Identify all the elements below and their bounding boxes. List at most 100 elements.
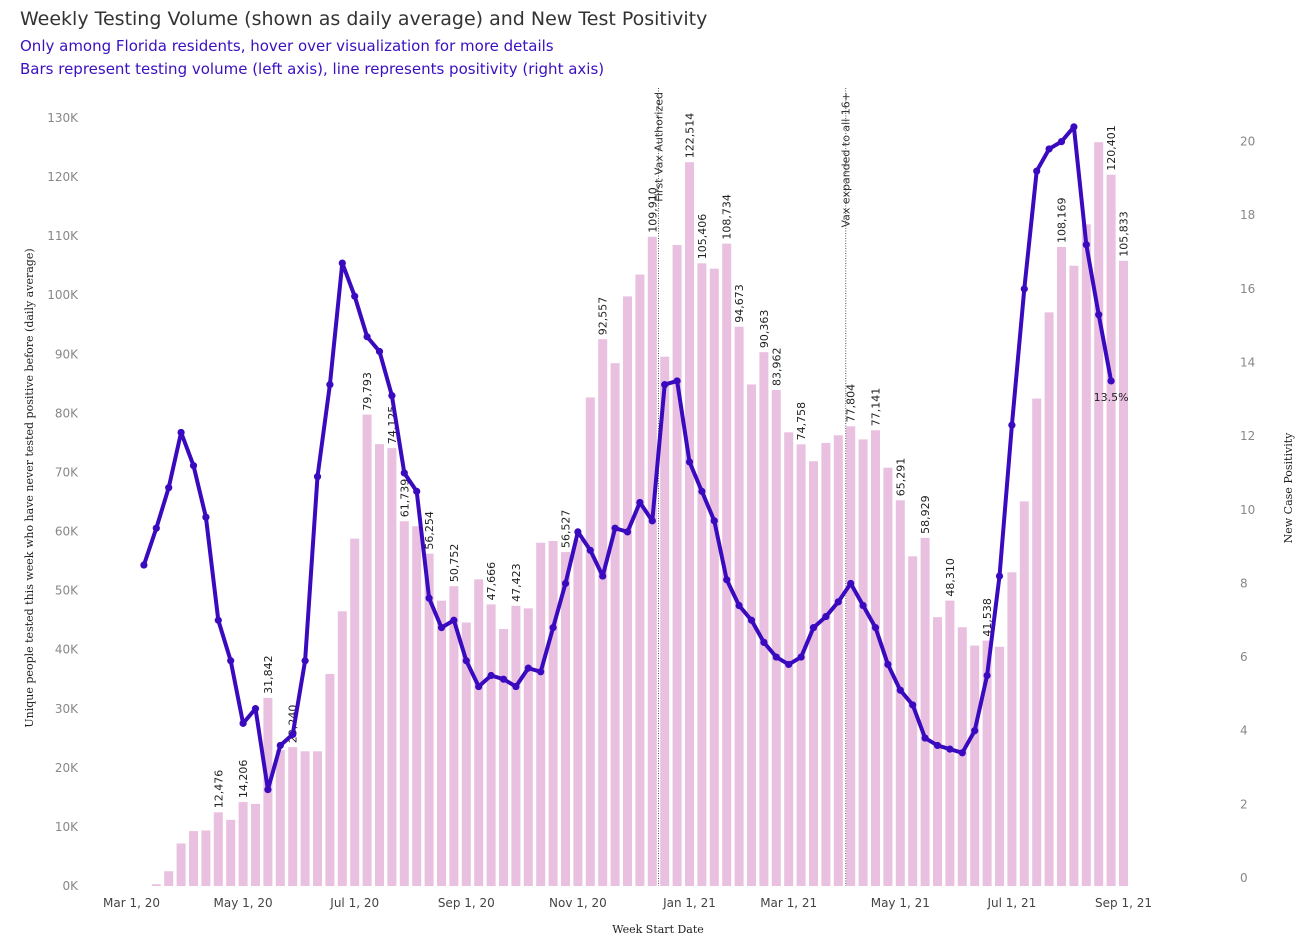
positivity-point bbox=[276, 741, 284, 750]
bar bbox=[350, 538, 360, 886]
bar bbox=[164, 871, 174, 886]
positivity-point bbox=[338, 259, 346, 267]
bar bbox=[387, 448, 397, 886]
bar bbox=[585, 397, 595, 886]
bar bbox=[908, 556, 918, 886]
y2-tick-label: 12 bbox=[1240, 429, 1255, 443]
bar bbox=[995, 646, 1004, 886]
positivity-point bbox=[1082, 241, 1090, 249]
bar-value-label: 47,423 bbox=[510, 563, 523, 602]
y-tick-label: 70K bbox=[55, 465, 79, 479]
bar bbox=[313, 751, 322, 886]
positivity-point bbox=[760, 638, 768, 646]
y-tick-label: 10K bbox=[55, 820, 79, 834]
positivity-point bbox=[822, 612, 830, 621]
annotation-label: First Vax Authorized bbox=[653, 92, 666, 202]
bar bbox=[300, 751, 310, 886]
bar bbox=[213, 812, 223, 886]
bar bbox=[759, 352, 769, 886]
positivity-point bbox=[1107, 377, 1115, 385]
bar-value-label: 14,206 bbox=[237, 760, 250, 799]
bar-value-label: 105,833 bbox=[1118, 211, 1131, 257]
bar bbox=[176, 843, 186, 886]
bar bbox=[362, 414, 372, 886]
bar bbox=[796, 444, 806, 886]
positivity-point bbox=[289, 730, 297, 739]
bar bbox=[1094, 142, 1104, 886]
positivity-point bbox=[710, 517, 718, 525]
bar bbox=[709, 268, 719, 887]
bar bbox=[536, 542, 546, 886]
bar bbox=[635, 274, 645, 886]
bar bbox=[833, 435, 843, 886]
positivity-point bbox=[1020, 285, 1028, 293]
bar-series[interactable] bbox=[151, 142, 1128, 887]
positivity-last-label: 13.5% bbox=[1094, 391, 1129, 404]
bar-value-label: 56,527 bbox=[560, 510, 573, 549]
positivity-series[interactable] bbox=[140, 123, 1115, 794]
y-tick-label: 90K bbox=[55, 347, 79, 361]
bar-value-label: 56,254 bbox=[423, 511, 436, 550]
bar bbox=[238, 802, 248, 886]
bar bbox=[288, 747, 298, 886]
bar bbox=[201, 830, 211, 886]
bar bbox=[1019, 501, 1029, 886]
positivity-point bbox=[747, 616, 756, 624]
positivity-point bbox=[772, 653, 780, 661]
y-tick-label: 80K bbox=[55, 406, 79, 420]
bar-value-label: 65,291 bbox=[894, 458, 907, 497]
bar bbox=[771, 389, 781, 886]
y2-tick-label: 10 bbox=[1240, 503, 1255, 517]
bar bbox=[598, 339, 608, 886]
y2-tick-label: 20 bbox=[1240, 135, 1255, 149]
chart-subtitle-2: Bars represent testing volume (left axis… bbox=[20, 60, 605, 78]
positivity-point bbox=[896, 686, 904, 694]
y2-tick-label: 6 bbox=[1240, 650, 1248, 664]
positivity-point bbox=[859, 601, 867, 610]
bar-value-label: 41,538 bbox=[981, 598, 994, 637]
positivity-point bbox=[437, 624, 446, 632]
bar bbox=[660, 356, 670, 886]
bar bbox=[982, 640, 992, 886]
bar bbox=[933, 617, 942, 886]
y-tick-label: 60K bbox=[55, 525, 79, 539]
chart-title: Weekly Testing Volume (shown as daily av… bbox=[20, 8, 708, 30]
y2-tick-label: 14 bbox=[1240, 356, 1255, 370]
positivity-point bbox=[698, 487, 706, 495]
y2-tick-label: 2 bbox=[1240, 797, 1248, 811]
bar bbox=[672, 245, 682, 886]
bar bbox=[511, 605, 521, 886]
y2-tick-label: 16 bbox=[1240, 282, 1255, 296]
bar bbox=[970, 645, 980, 886]
positivity-point bbox=[921, 734, 929, 742]
positivity-point bbox=[152, 524, 160, 532]
bar-value-label: 90,363 bbox=[758, 310, 771, 349]
bar bbox=[821, 442, 831, 886]
x-tick-label: May 1, 21 bbox=[871, 896, 930, 910]
x-tick-label: Jan 1, 21 bbox=[662, 896, 716, 910]
bar bbox=[784, 432, 794, 886]
positivity-point bbox=[909, 701, 917, 709]
bar bbox=[189, 831, 198, 886]
positivity-point bbox=[413, 487, 421, 495]
bar bbox=[1044, 312, 1054, 887]
positivity-point bbox=[685, 458, 694, 466]
x-tick-label: Jul 1, 21 bbox=[986, 896, 1036, 910]
positivity-point bbox=[834, 598, 842, 606]
y2-tick-label: 18 bbox=[1240, 208, 1255, 222]
bar bbox=[685, 162, 694, 887]
bar bbox=[461, 622, 471, 886]
bar bbox=[449, 586, 459, 886]
bar-labels: 12,476 14,20631,84223,24079,79374,12561,7… bbox=[212, 113, 1130, 809]
y2-axis-label: New Case Positivity bbox=[1282, 432, 1295, 544]
y-tick-label: 0K bbox=[62, 879, 79, 893]
bar bbox=[809, 461, 818, 886]
positivity-point bbox=[475, 682, 483, 691]
positivity-point bbox=[933, 741, 942, 750]
bar-value-label: 92,557 bbox=[597, 297, 610, 336]
positivity-point bbox=[648, 517, 656, 525]
positivity-point bbox=[785, 660, 793, 669]
bar bbox=[275, 750, 285, 886]
positivity-point bbox=[251, 705, 260, 713]
